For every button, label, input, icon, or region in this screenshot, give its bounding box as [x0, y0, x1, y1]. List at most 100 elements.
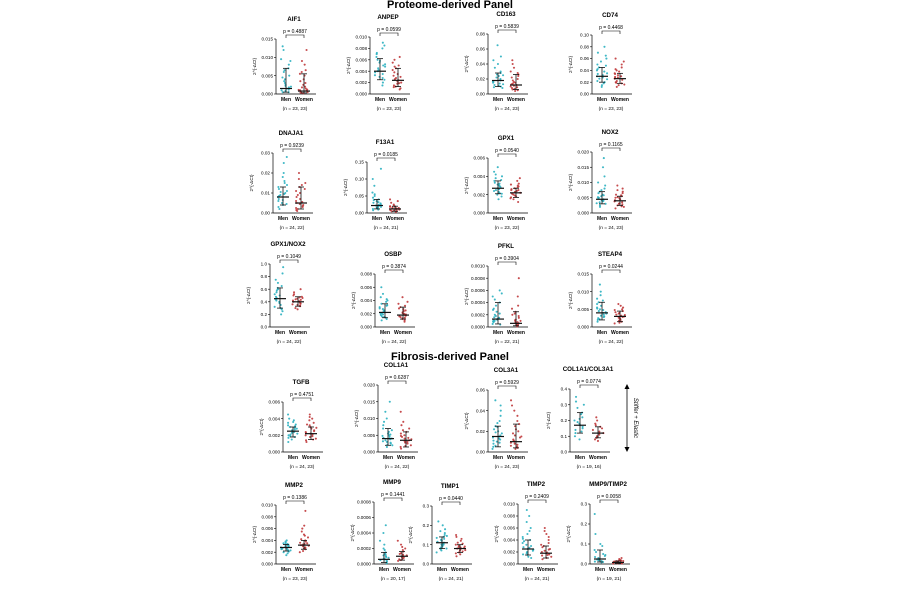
y-tick-label: 0.002 — [269, 433, 281, 438]
y-tick-label: 0.010 — [262, 55, 274, 60]
data-point-women — [618, 319, 621, 322]
data-point-women — [517, 74, 520, 78]
y-tick-label: 0.004 — [361, 298, 373, 303]
sample-size-label: (n = 24, 22) — [599, 339, 624, 345]
y-tick-label: 0.0 — [561, 450, 568, 455]
data-point-men — [275, 291, 278, 294]
y-tick-label: 0.3 — [561, 402, 568, 407]
y-tick-label: 0.00 — [476, 92, 485, 97]
data-point-men — [492, 86, 495, 89]
p-value-label: p = 0.5839 — [495, 24, 519, 30]
data-point-men — [605, 57, 608, 60]
x-tick-label-women: Women — [389, 97, 407, 103]
significance-bracket — [601, 30, 621, 34]
data-point-women — [406, 440, 409, 444]
significance-bracket — [285, 34, 305, 38]
p-value-label: p = 0.1441 — [381, 492, 405, 498]
data-point-men — [498, 441, 501, 444]
y-tick-label: 0.0 — [261, 325, 268, 330]
data-point-men — [598, 283, 601, 286]
significance-bracket — [601, 147, 621, 151]
data-point-men — [604, 553, 607, 557]
data-point-women — [296, 193, 299, 197]
data-point-women — [614, 68, 617, 71]
data-point-women — [509, 70, 512, 73]
data-point-men — [596, 320, 599, 323]
y-tick-label: 0.010 — [578, 289, 590, 294]
x-tick-label-men: Men — [597, 97, 607, 103]
data-point-men — [288, 425, 291, 429]
data-point-women — [400, 424, 403, 427]
data-point-women — [514, 89, 517, 93]
chart-title-osbp: OSBP — [384, 251, 402, 258]
data-point-men — [283, 69, 286, 72]
data-point-men — [282, 551, 285, 554]
data-point-women — [614, 75, 617, 78]
data-point-men — [494, 444, 497, 447]
data-point-men — [521, 537, 524, 540]
data-point-women — [398, 315, 401, 318]
data-point-men — [279, 190, 282, 194]
data-point-women — [299, 288, 302, 291]
data-point-women — [518, 177, 521, 180]
data-point-women — [295, 206, 298, 210]
data-point-women — [617, 316, 620, 319]
sample-size-label: (n = 24, 21) — [439, 576, 464, 582]
data-point-women — [308, 424, 311, 427]
data-point-women — [298, 191, 302, 195]
data-point-men — [382, 547, 385, 550]
y-axis-label: 2^{-ΔCt} — [546, 412, 551, 429]
y-tick-label: 0.3 — [423, 504, 430, 509]
data-point-men — [380, 286, 383, 289]
data-point-women — [404, 547, 407, 550]
data-point-men — [593, 560, 596, 563]
data-point-women — [614, 193, 618, 196]
data-point-women — [304, 439, 308, 442]
data-point-women — [292, 293, 296, 296]
chart-title-cd74: CD74 — [602, 12, 618, 19]
y-tick-label: 0.015 — [578, 272, 590, 277]
y-tick-label: 0.005 — [578, 307, 590, 312]
data-point-women — [398, 82, 401, 85]
x-tick-label-men: Men — [595, 567, 605, 573]
stiffer-elastic-annotation: Stiffer + Elastic — [632, 398, 638, 438]
sample-size-label: (n = 24, 23) — [495, 464, 520, 470]
chart-title-f13a1: F13A1 — [376, 139, 395, 146]
data-point-men — [274, 278, 277, 281]
data-point-men — [379, 202, 382, 205]
data-point-women — [595, 435, 598, 438]
data-point-women — [509, 85, 512, 88]
data-point-women — [393, 78, 396, 81]
data-point-men — [576, 421, 579, 424]
data-point-men — [385, 298, 388, 301]
data-point-men — [373, 74, 377, 77]
data-point-men — [606, 72, 609, 75]
data-point-men — [525, 543, 528, 546]
chart-title-dnaja1: DNAJA1 — [279, 130, 304, 137]
data-point-men — [581, 427, 584, 430]
data-point-men — [378, 307, 381, 310]
data-point-women — [598, 430, 601, 433]
data-point-women — [292, 291, 296, 294]
data-point-women — [614, 57, 617, 60]
data-point-women — [460, 537, 463, 540]
data-point-men — [439, 546, 442, 549]
data-point-men — [600, 84, 603, 87]
chart-title-cd163: CD163 — [496, 11, 516, 18]
significance-bracket — [383, 497, 403, 501]
data-point-women — [409, 444, 412, 447]
data-point-women — [543, 526, 546, 530]
sample-size-label: (n = 24, 21) — [374, 225, 399, 231]
y-tick-label: 0.1 — [581, 542, 588, 547]
y-tick-label: 0.020 — [578, 150, 590, 155]
y-tick-label: 0.006 — [361, 285, 373, 290]
data-point-men — [283, 179, 286, 183]
data-point-women — [461, 542, 464, 545]
data-point-men — [602, 313, 605, 316]
y-axis-label: 2^{-ΔCt} — [259, 418, 264, 435]
y-axis-label: 2^{-ΔCt} — [351, 292, 356, 309]
x-tick-label-women: Women — [295, 567, 313, 573]
data-point-men — [287, 63, 290, 66]
data-point-women — [304, 181, 307, 185]
data-point-men — [283, 78, 287, 81]
